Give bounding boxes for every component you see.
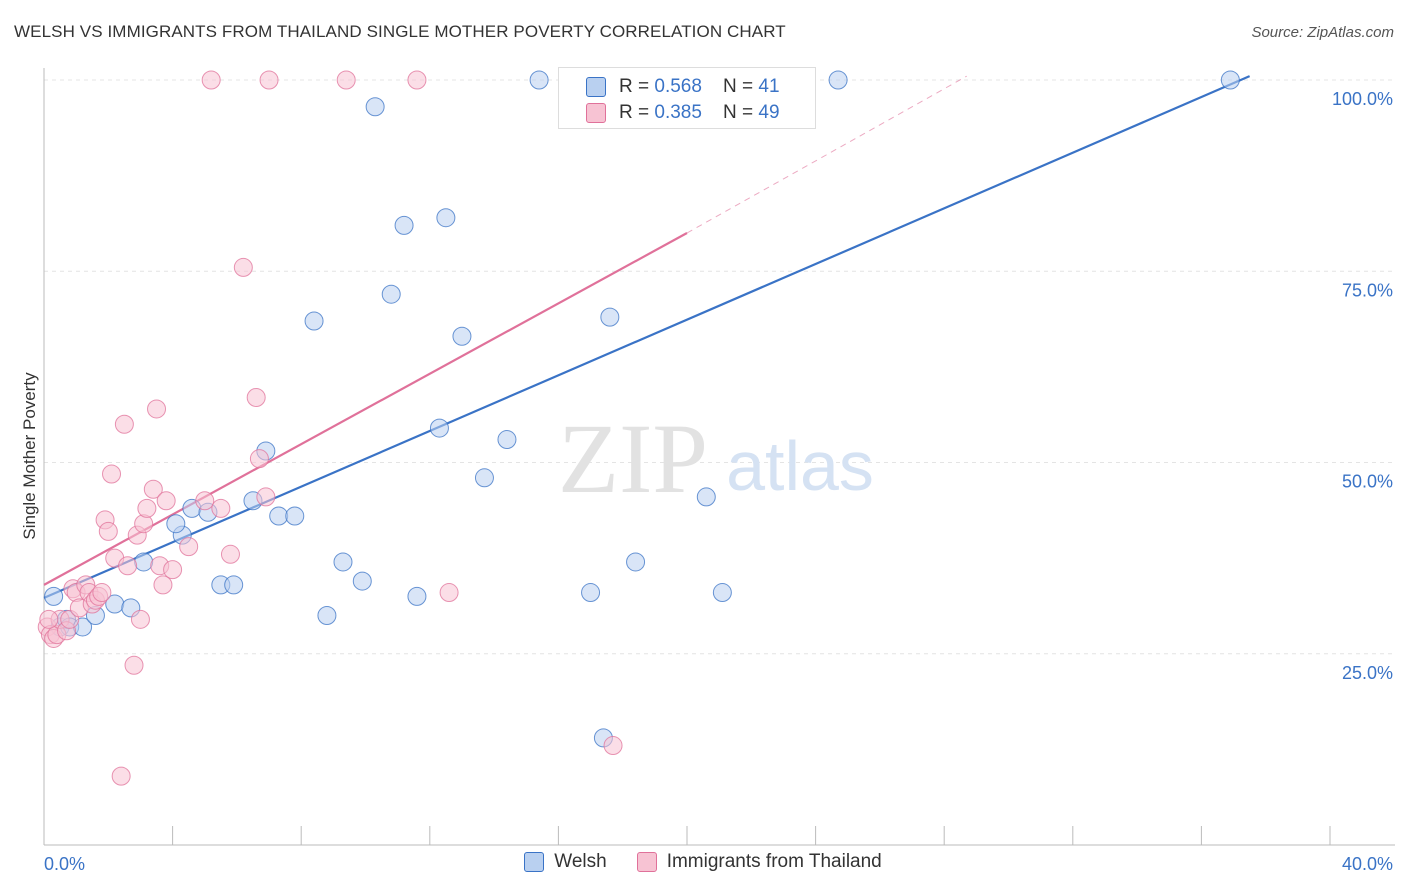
thailand-point	[439, 583, 459, 603]
y-tick-label: 100.0%	[1332, 89, 1393, 109]
trend-lines	[43, 75, 1251, 599]
welsh-point	[429, 418, 449, 438]
welsh-r-value: 0.568	[654, 76, 702, 97]
tick-labels: 25.0% 50.0% 75.0% 100.0% 0.0% 40.0%	[44, 89, 1393, 874]
welsh-point	[1220, 70, 1240, 90]
y-axis-label: Single Mother Poverty	[20, 372, 39, 540]
welsh-point	[333, 552, 353, 572]
thailand-point	[114, 414, 134, 434]
welsh-point	[304, 311, 324, 331]
thailand-point	[102, 464, 122, 484]
welsh-point	[269, 506, 289, 526]
grid-lines	[44, 79, 1395, 655]
welsh-point	[394, 215, 414, 235]
thailand-point	[195, 491, 215, 511]
thailand-point	[118, 556, 138, 576]
legend-swatch-thailand	[636, 852, 657, 872]
watermark: ZIP atlas	[558, 403, 874, 514]
welsh-point	[166, 514, 186, 534]
thailand-point	[143, 479, 163, 499]
thailand-point	[179, 537, 199, 557]
thailand-point	[137, 498, 157, 518]
welsh-point	[317, 606, 337, 625]
thailand-point	[259, 70, 279, 90]
thailand-point	[92, 583, 112, 603]
watermark-zip: ZIP	[558, 403, 708, 514]
welsh-point	[352, 571, 372, 591]
welsh-point	[581, 583, 601, 603]
welsh-point	[452, 326, 472, 346]
thailand-point	[147, 399, 167, 419]
stats-row-thailand: R = 0.385 N = 49	[586, 102, 780, 124]
welsh-point	[365, 97, 385, 117]
welsh-n-label: N =	[723, 76, 759, 97]
welsh-point	[712, 583, 732, 603]
welsh-point	[497, 430, 517, 450]
chart-source: Source: ZipAtlas.com	[1251, 24, 1394, 41]
welsh-point	[696, 487, 716, 507]
x-tick-label: 0.0%	[44, 854, 85, 874]
thailand-point	[407, 70, 427, 90]
thailand-point	[249, 449, 269, 469]
welsh-point	[474, 468, 494, 488]
welsh-n-value: 41	[758, 76, 780, 97]
thailand-point	[603, 736, 623, 756]
thailand-point	[153, 575, 173, 595]
thailand-n-value: 49	[758, 102, 780, 123]
welsh-point	[626, 552, 646, 572]
x-tick-label: 40.0%	[1342, 854, 1393, 874]
axes	[43, 68, 1395, 846]
data-points	[37, 70, 1240, 786]
thailand-point	[130, 609, 150, 629]
thailand-swatch	[586, 103, 606, 123]
thailand-r-label: R =	[619, 102, 655, 123]
thailand-point	[246, 387, 266, 407]
y-tick-label: 25.0%	[1342, 663, 1393, 683]
welsh-point	[828, 70, 848, 90]
thailand-r-value: 0.385	[654, 102, 702, 123]
thailand-point	[134, 514, 154, 534]
welsh-point	[224, 575, 244, 595]
thailand-n-label: N =	[723, 102, 759, 123]
welsh-point	[600, 307, 620, 327]
welsh-point	[381, 284, 401, 304]
legend-swatch-welsh	[524, 852, 545, 872]
thailand-point	[39, 609, 59, 629]
legend-label-welsh: Welsh	[554, 851, 607, 872]
watermark-atlas: atlas	[726, 427, 874, 505]
legend-item-welsh[interactable]: Welsh	[524, 851, 607, 873]
thailand-point	[98, 521, 118, 541]
thailand-point	[163, 560, 183, 580]
thailand-point	[201, 70, 221, 90]
welsh-point	[529, 70, 549, 90]
thailand-point	[124, 655, 144, 675]
welsh-point	[436, 208, 456, 228]
thailand-point	[256, 487, 276, 507]
welsh-swatch	[586, 77, 606, 97]
y-tick-label: 75.0%	[1342, 280, 1393, 300]
chart-title: WELSH VS IMMIGRANTS FROM THAILAND SINGLE…	[14, 22, 786, 41]
legend-label-thailand: Immigrants from Thailand	[666, 851, 882, 872]
legend-item-thailand[interactable]: Immigrants from Thailand	[636, 851, 882, 873]
welsh-point	[285, 506, 305, 526]
thailand-point	[156, 491, 176, 511]
stats-legend: R = 0.568 N = 41 R = 0.385 N = 49	[558, 67, 816, 129]
welsh-point	[134, 552, 154, 572]
thailand-point	[233, 257, 253, 277]
thailand-trend-extension	[686, 75, 967, 234]
welsh-r-label: R =	[619, 76, 655, 97]
bottom-legend: Welsh Immigrants from Thailand	[0, 851, 1406, 873]
welsh-trend-line	[43, 75, 1251, 599]
thailand-point	[220, 544, 240, 564]
thailand-point	[211, 498, 231, 518]
welsh-point	[407, 586, 427, 606]
stats-row-welsh: R = 0.568 N = 41	[586, 76, 780, 98]
thailand-point	[111, 766, 131, 786]
welsh-point	[44, 586, 64, 606]
y-tick-label: 50.0%	[1342, 472, 1393, 492]
thailand-point	[336, 70, 356, 90]
